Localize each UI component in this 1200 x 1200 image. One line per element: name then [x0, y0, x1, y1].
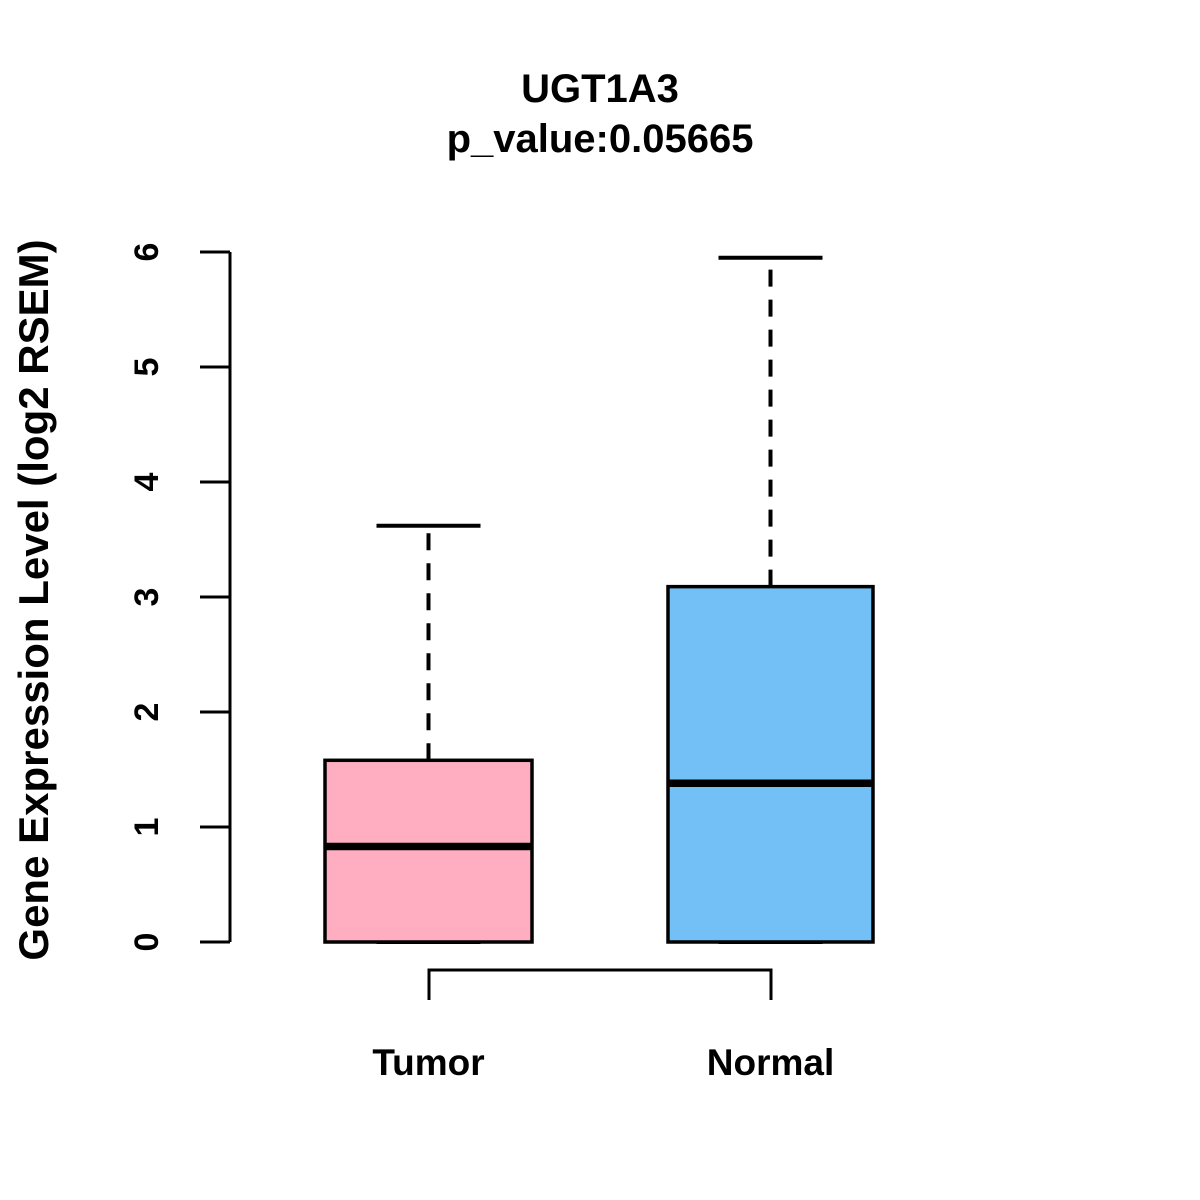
y-tick-label: 2	[128, 703, 166, 722]
y-tick-label: 4	[128, 472, 166, 491]
y-tick-label: 3	[128, 588, 166, 607]
normal-iqr-box	[666, 584, 875, 944]
tumor-iqr-box	[323, 758, 534, 944]
p-value-subtitle: p_value:0.05665	[446, 117, 754, 161]
gene-name-title: UGT1A3	[521, 67, 679, 111]
x-category-label-tumor: Tumor	[372, 1042, 484, 1083]
y-tick-label: 1	[128, 818, 166, 837]
y-tick-label: 6	[128, 243, 166, 262]
y-tick-label: 5	[128, 358, 166, 377]
x-category-label-normal: Normal	[707, 1042, 834, 1083]
chart-title: UGT1A3 p_value:0.05665	[0, 64, 1200, 164]
y-tick-label: 0	[128, 933, 166, 952]
comparison-bracket	[427, 968, 773, 1000]
